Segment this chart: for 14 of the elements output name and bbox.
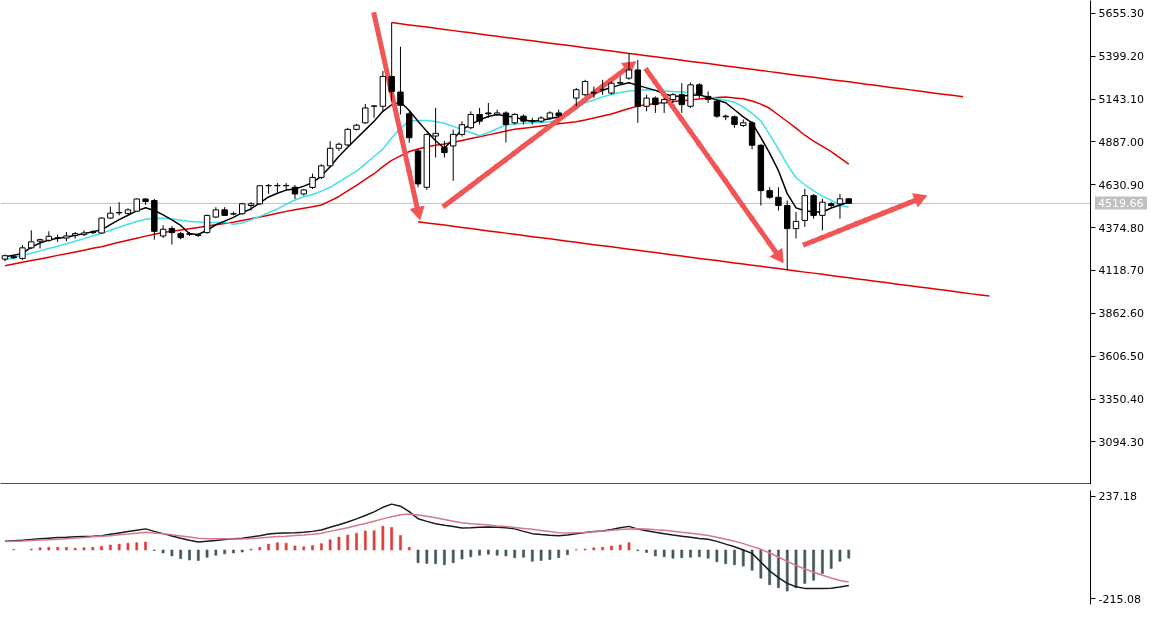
y-tick-label: 4630.90 — [1098, 178, 1144, 192]
y-tick-label: 5399.20 — [1098, 50, 1144, 64]
y-tick-label: 3862.60 — [1098, 307, 1144, 321]
y-tick-label: 3606.50 — [1098, 350, 1144, 364]
y-tick-label: 4118.70 — [1098, 264, 1144, 278]
ref-line-label: 4519.66 — [1095, 196, 1147, 210]
y-tick-label: 4887.00 — [1098, 135, 1144, 149]
y-tick-label: 5655.30 — [1098, 7, 1144, 21]
y-tick-label: 5143.10 — [1098, 93, 1144, 107]
y-tick-label: 4374.80 — [1098, 221, 1144, 235]
y-tick-label: -215.08 — [1098, 592, 1141, 606]
y-tick-label: 237.18 — [1098, 490, 1137, 504]
y-tick-label: 3094.30 — [1098, 435, 1144, 449]
y-tick-label: 3350.40 — [1098, 393, 1144, 407]
